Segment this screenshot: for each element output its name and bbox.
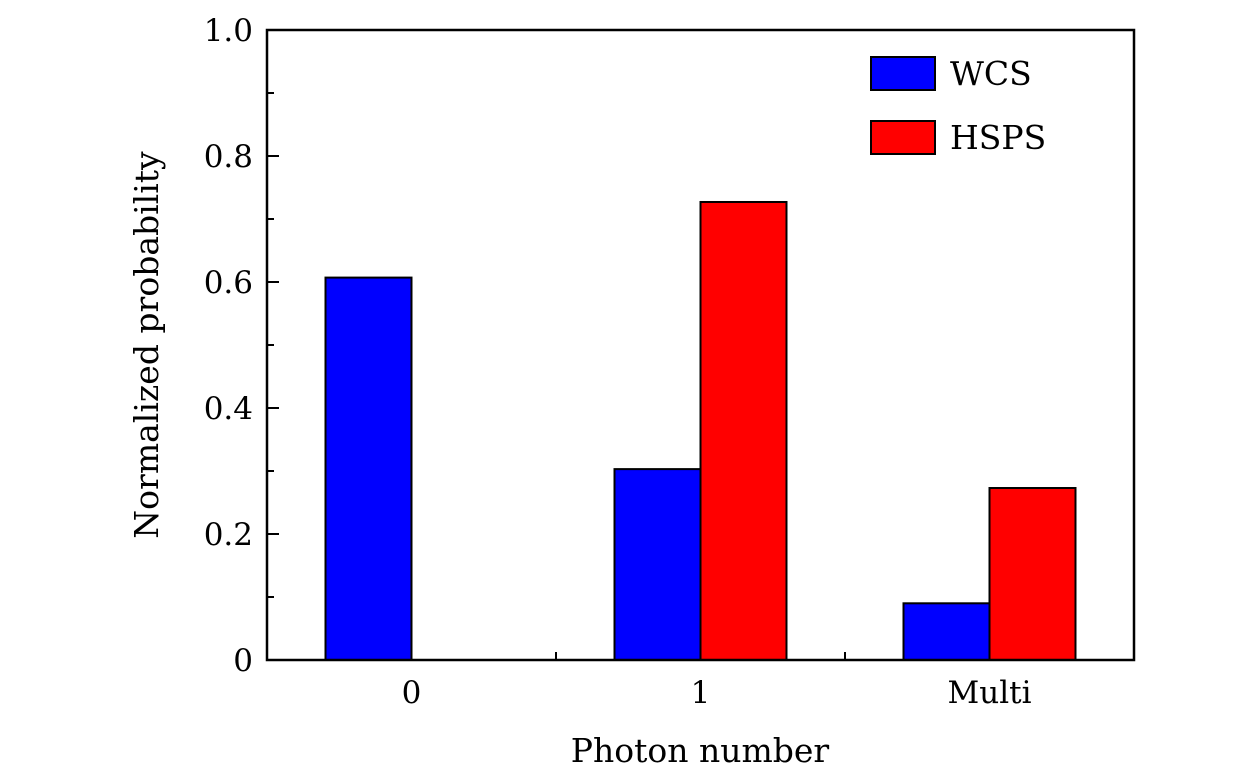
bars-group [324, 200, 1077, 662]
legend-swatch-hsps [870, 120, 936, 155]
bar-wcs-1 [613, 468, 702, 661]
ticks-group: 0 1 Multi 0 0.2 0.4 0.6 0.8 1.0 [204, 13, 1032, 711]
legend-swatch-wcs [870, 56, 936, 91]
y-tick-label: 0.8 [204, 139, 253, 175]
y-axis-label: Normalized probability [127, 151, 166, 539]
bar-wcs-0 [324, 276, 413, 661]
x-tick-label: 0 [402, 675, 422, 711]
legend-label-hsps: HSPS [950, 118, 1046, 157]
y-tick-label: 0.4 [204, 391, 253, 427]
y-tick-label: 0.6 [204, 265, 253, 301]
y-tick-label: 1.0 [204, 13, 253, 49]
bar-hsps-1 [699, 200, 788, 662]
x-axis-label: Photon number [571, 731, 830, 770]
x-tick-label: 1 [691, 675, 711, 711]
bar-hsps-multi [988, 487, 1077, 662]
x-tick-label: Multi [948, 675, 1032, 711]
bar-wcs-multi [902, 602, 991, 661]
y-tick-label: 0 [233, 643, 253, 679]
legend-label-wcs: WCS [950, 54, 1032, 93]
y-tick-label: 0.2 [204, 517, 253, 553]
legend: WCS HSPS [870, 54, 1046, 157]
